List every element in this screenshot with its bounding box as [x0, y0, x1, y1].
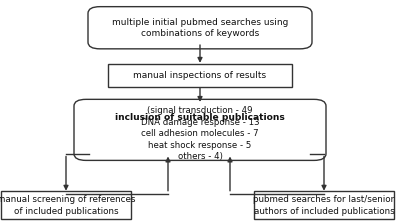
Text: manual inspections of results: manual inspections of results	[134, 71, 266, 80]
Text: manual screening of references
of included publications: manual screening of references of includ…	[0, 195, 135, 216]
FancyBboxPatch shape	[254, 191, 394, 219]
Text: pubmed searches for last/senior
authors of included publications: pubmed searches for last/senior authors …	[253, 195, 395, 216]
Text: multiple initial pubmed searches using
combinations of keywords: multiple initial pubmed searches using c…	[112, 18, 288, 38]
FancyBboxPatch shape	[74, 99, 326, 160]
FancyBboxPatch shape	[1, 191, 131, 219]
FancyBboxPatch shape	[108, 64, 292, 87]
FancyBboxPatch shape	[88, 7, 312, 49]
Text: inclusion of suitable publications: inclusion of suitable publications	[115, 113, 285, 122]
Text: (signal transduction - 49
DNA damage response - 13
cell adhesion molecules - 7
h: (signal transduction - 49 DNA damage res…	[141, 106, 259, 161]
